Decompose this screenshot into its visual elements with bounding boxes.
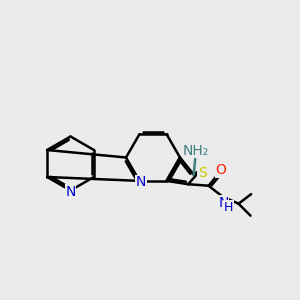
Text: H: H	[224, 201, 233, 214]
Text: S: S	[198, 166, 207, 180]
Text: O: O	[216, 163, 226, 177]
Text: NH₂: NH₂	[183, 144, 209, 158]
Text: N: N	[65, 185, 76, 199]
Text: N: N	[218, 196, 229, 210]
Text: N: N	[136, 176, 146, 189]
